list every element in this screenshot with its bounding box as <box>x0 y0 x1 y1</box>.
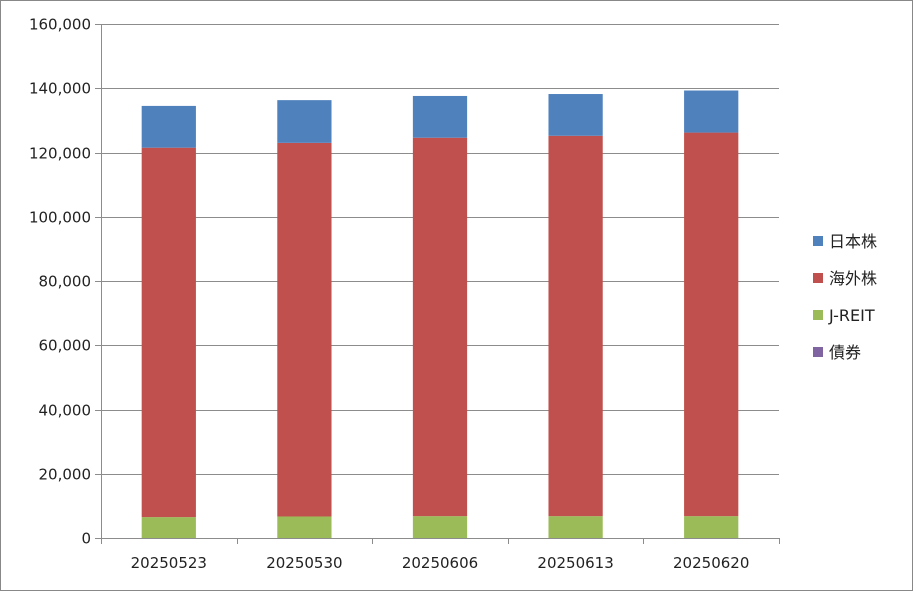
x-tick-label: 20250620 <box>673 554 749 572</box>
bar-segment <box>412 516 468 538</box>
x-tick-label: 20250530 <box>266 554 342 572</box>
y-tick-label: 100,000 <box>29 209 91 227</box>
bar-segment <box>141 517 196 538</box>
legend-swatch <box>813 310 823 320</box>
bar-segment <box>684 516 739 538</box>
bar-segment <box>684 90 739 133</box>
legend-label: 日本株 <box>829 232 877 251</box>
x-tick-label: 20250606 <box>402 554 478 572</box>
bar-segment <box>141 105 196 148</box>
axes <box>95 24 780 544</box>
y-tick-label: 140,000 <box>29 80 91 98</box>
legend-swatch <box>813 347 823 357</box>
y-tick-label: 0 <box>81 530 91 548</box>
y-tick-labels: 0 20,000 40,000 60,000 80,000 100,000 120,000 1… <box>29 16 91 548</box>
bars <box>141 90 739 538</box>
legend-label: 海外株 <box>829 269 877 288</box>
x-tick-label: 20250613 <box>537 554 613 572</box>
bar-segment <box>277 100 332 143</box>
y-tick-label: 40,000 <box>39 402 92 420</box>
legend-label: J-REIT <box>828 306 875 325</box>
bar-segment <box>412 95 468 138</box>
bar-segment <box>548 94 603 136</box>
y-tick-label: 120,000 <box>29 145 91 163</box>
bar-segment <box>412 137 468 517</box>
y-tick-label: 20,000 <box>39 466 92 484</box>
legend-swatch <box>813 236 823 246</box>
bar-segment <box>277 142 332 517</box>
bar-segment <box>684 132 739 517</box>
x-tick-label: 20250523 <box>131 554 207 572</box>
y-tick-label: 80,000 <box>39 273 92 291</box>
y-tick-label: 160,000 <box>29 16 91 34</box>
bar-segment <box>548 135 603 517</box>
x-tick-labels: 20250523 20250530 20250606 20250613 20250620 <box>131 554 750 572</box>
bar-segment <box>277 516 332 538</box>
legend-swatch <box>813 273 823 283</box>
legend-label: 債券 <box>829 343 861 362</box>
bar-segment <box>548 516 603 538</box>
y-tick-label: 60,000 <box>39 337 92 355</box>
bar-segment <box>141 147 196 518</box>
